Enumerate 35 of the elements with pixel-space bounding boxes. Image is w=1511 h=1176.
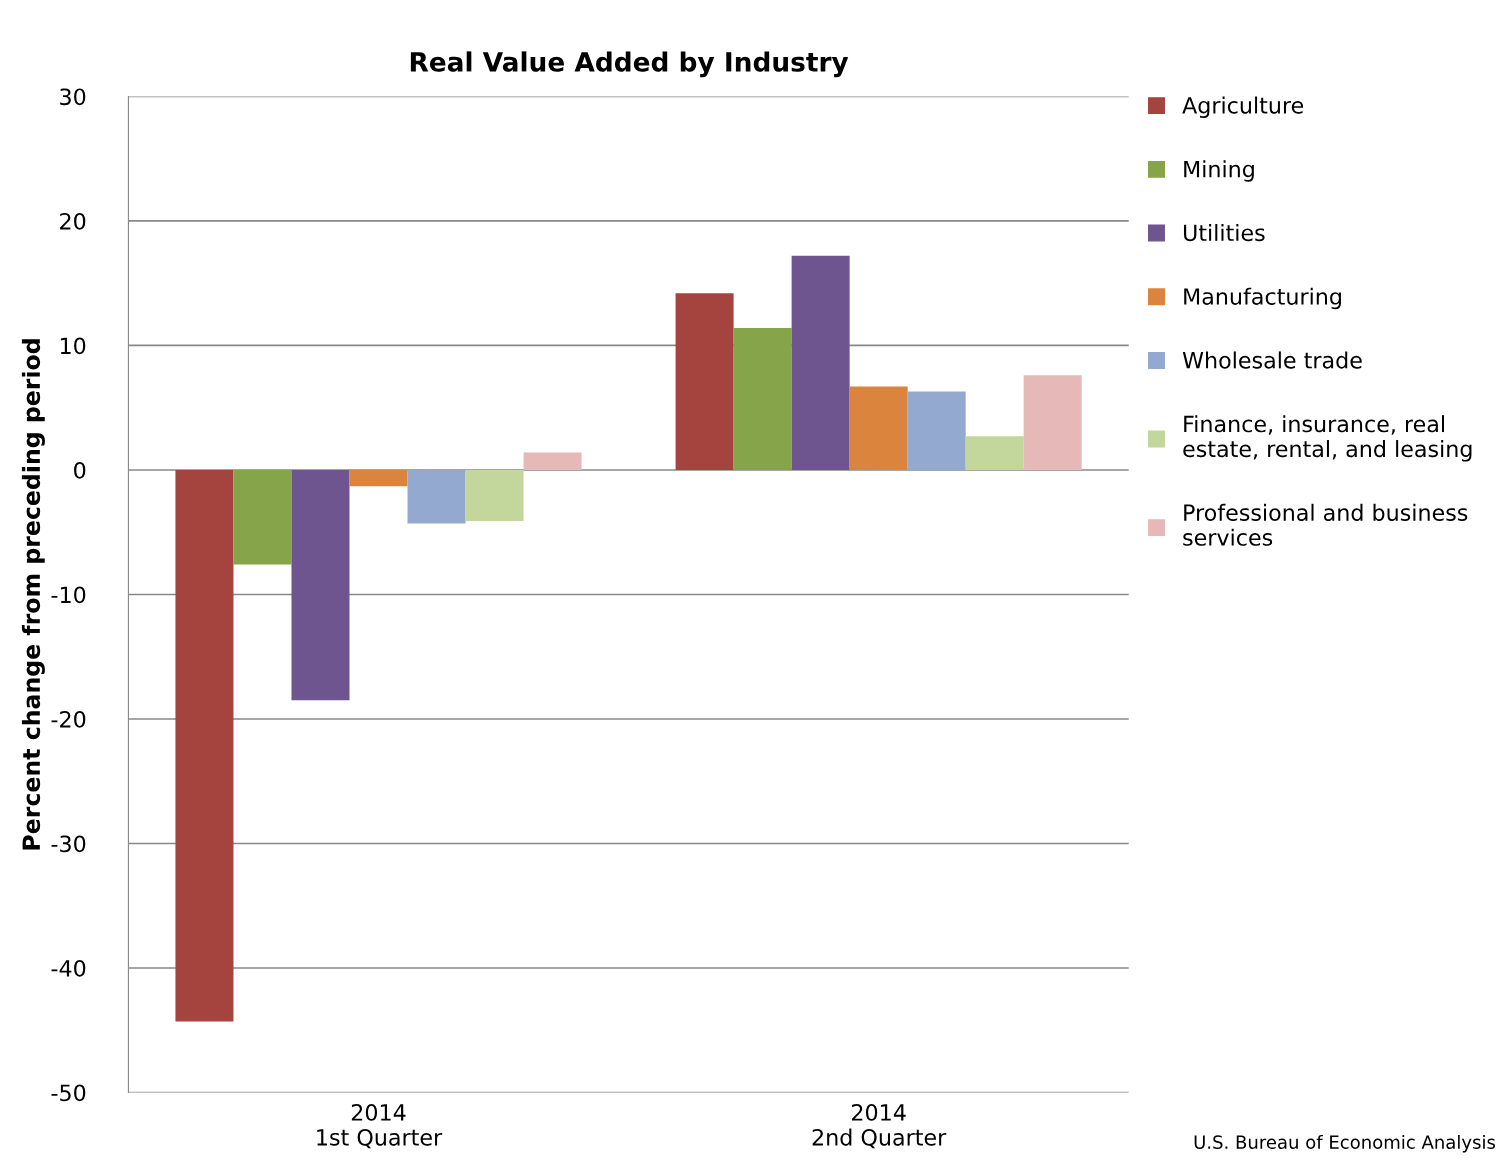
bar [1023,375,1082,470]
x-tick-label: 2014 2nd Quarter [812,1104,947,1149]
bar [907,391,966,470]
y-tick-label: -40 [51,959,86,977]
y-axis-title: Percent change from preceding period [21,339,45,850]
bar [291,469,350,701]
legend-label: Wholesale trade [1182,351,1362,369]
bar [175,469,234,1022]
y-tick-label: -20 [51,710,86,728]
legend-label: Agriculture [1182,96,1304,119]
y-tick-label: 10 [60,337,86,355]
bar [523,452,582,470]
y-tick-label: 30 [60,88,86,106]
bar [675,293,734,470]
legend-label: Mining [1184,160,1254,182]
bar [349,469,408,487]
y-tick-label: -10 [51,586,86,604]
legend-label: Utilities [1183,223,1265,242]
legend-label: Professional and business services [1183,503,1468,546]
bar [733,328,792,470]
legend-label: Finance, insurance, real estate, rental, and leasing [1183,415,1472,462]
x-tick-label: 2014 1st Quarter [317,1104,443,1149]
y-tick-label: -50 [51,1084,86,1102]
y-tick-label: 0 [74,461,86,479]
text: U.S. Bureau of Economic Analysis [1194,1135,1496,1153]
bar [791,255,850,470]
chart-title: Real Value Added by Industry [410,51,849,78]
bar [407,469,466,524]
legend-label: Manufacturing [1184,287,1341,310]
bar [233,469,292,565]
y-tick-label: -30 [51,835,86,853]
bar [465,469,524,522]
bar [965,436,1024,470]
y-tick-label: 20 [60,212,86,230]
bar [849,386,908,470]
